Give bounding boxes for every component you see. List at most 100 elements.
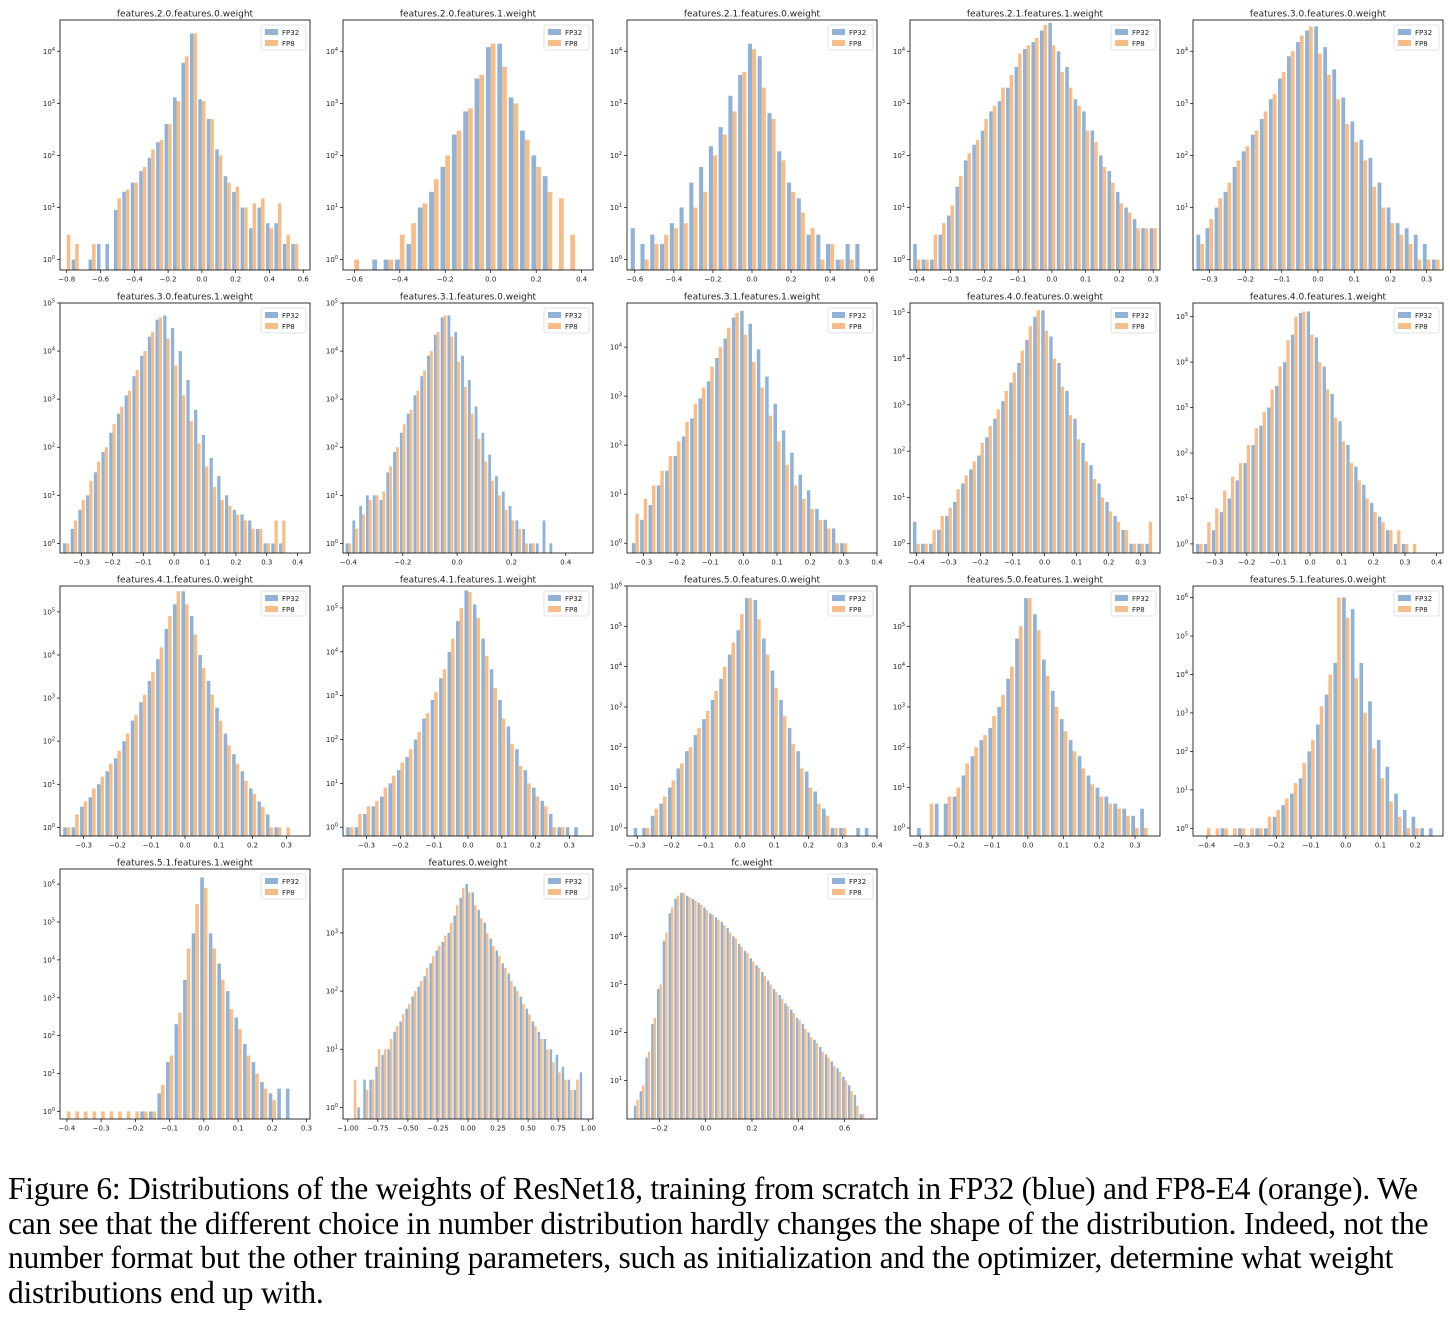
bar-fp32 [234,1017,239,1119]
y-tick-label: 102 [610,743,622,752]
bar-fp8 [576,1079,579,1119]
bar-fp32 [257,207,262,270]
bar-fp32 [454,331,458,553]
legend-label: FP32 [849,29,866,37]
bar-fp32 [1081,443,1085,553]
bar-fp32 [105,243,109,270]
bar-fp32 [459,897,462,1119]
histogram-panel: features.2.0.features.1.weight −0.6 −0.4 −0… [326,10,594,284]
bar-fp32 [1014,66,1019,271]
bar-fp32 [481,432,485,553]
bar-fp32 [508,505,512,553]
bar-fp8 [118,1111,122,1119]
x-tick-label: −0.1 [702,559,719,567]
bar-fp32 [1099,155,1103,270]
bar-fp32 [86,495,90,553]
bar-fp8 [349,827,354,836]
bar-fp32 [1267,407,1271,553]
legend-label: FP32 [849,312,866,320]
bar-fp8 [1389,530,1393,553]
x-tick-label: −0.3 [940,559,957,567]
bar-fp32 [749,958,752,1119]
legend-label: FP8 [565,40,578,48]
bar-fp32 [668,913,671,1119]
x-tick-label: 0.0 [1305,559,1316,567]
bar-fp32 [691,898,695,1119]
bar-fp8 [461,887,465,1119]
x-tick-label: 0.1 [199,559,210,567]
y-tick-label: 102 [1176,449,1188,458]
legend-label: FP32 [565,595,582,603]
bar-fp8 [964,475,968,553]
bar-fp8 [176,101,181,271]
bar-fp8 [1372,186,1377,270]
bar-fp32 [801,1024,805,1119]
bar-fp8 [740,614,744,836]
bar-fp8 [742,71,747,270]
bar-fp8 [1108,511,1113,553]
bar-fp32 [285,1088,290,1119]
bar-fp8 [785,464,789,553]
bar-fp32 [977,455,981,553]
bar-fp8 [1144,228,1149,270]
bar-fp32 [495,476,498,553]
bar-fp32 [1264,828,1268,836]
bar-fp8 [1373,512,1377,553]
legend-label: FP8 [565,606,578,614]
legend-label: FP32 [1415,595,1432,603]
bar-fp8 [558,198,564,270]
axes-frame [1192,302,1444,554]
bar-fp32 [1059,719,1064,836]
bar-fp32 [411,996,414,1119]
x-tick-label: −0.2 [104,559,121,567]
bar-fp32 [1039,30,1044,270]
legend-label: FP32 [282,595,299,603]
bar-fp32 [379,796,384,836]
y-tick-label: 104 [1176,358,1188,367]
histogram-panel: features.3.1.features.0.weight −0.4 −0.2 0.… [326,293,594,567]
bar-fp8 [134,182,138,270]
bar-fp8 [856,1105,859,1119]
panel-title: fc.weight [731,859,773,869]
bar-fp8 [673,228,678,270]
legend-swatch-fp8 [1115,606,1128,612]
bar-fp8 [423,370,427,553]
histogram-panel: fc.weight −0.2 0.0 0.2 0.4 0.6 101 102 103 104 105… [610,859,878,1133]
bar-fp8 [402,424,406,553]
x-tick-label: 0.3 [301,1125,312,1133]
bar-fp32 [1033,614,1037,836]
y-tick-label: 100 [893,255,905,264]
bar-fp32 [642,827,646,836]
bar-fp32 [201,434,206,553]
bar-fp8 [1099,796,1104,836]
panel-title: features.5.0.features.1.weight [967,576,1104,586]
bar-fp8 [252,793,257,836]
bar-fp32 [268,1093,273,1119]
bar-fp32 [830,1061,834,1119]
bar-fp8 [511,520,515,553]
bar-fp8 [1254,130,1259,270]
bar-fp32 [831,528,836,553]
bar-fp32 [255,528,260,553]
legend-swatch-fp32 [548,29,561,35]
bar-fp8 [731,642,736,836]
bar-fp8 [502,66,507,271]
bar-fp8 [181,395,186,553]
bar-fp32 [806,490,811,553]
bar-fp8 [468,592,472,836]
bar-fp8 [974,747,979,836]
bar-fp32 [650,234,655,270]
bar-fp32 [1132,219,1137,270]
bar-fp8 [416,390,420,553]
legend-label: FP8 [849,606,862,614]
bar-fp32 [1323,47,1328,270]
bar-fp32 [248,520,252,553]
bar-fp8 [1238,463,1243,553]
bar-fp8 [810,228,815,270]
bar-fp8 [662,796,667,836]
bar-fp8 [92,788,96,836]
bar-fp8 [391,775,396,836]
bar-fp8 [1406,828,1411,836]
bar-fp8 [734,938,738,1119]
bar-fp8 [375,495,379,553]
